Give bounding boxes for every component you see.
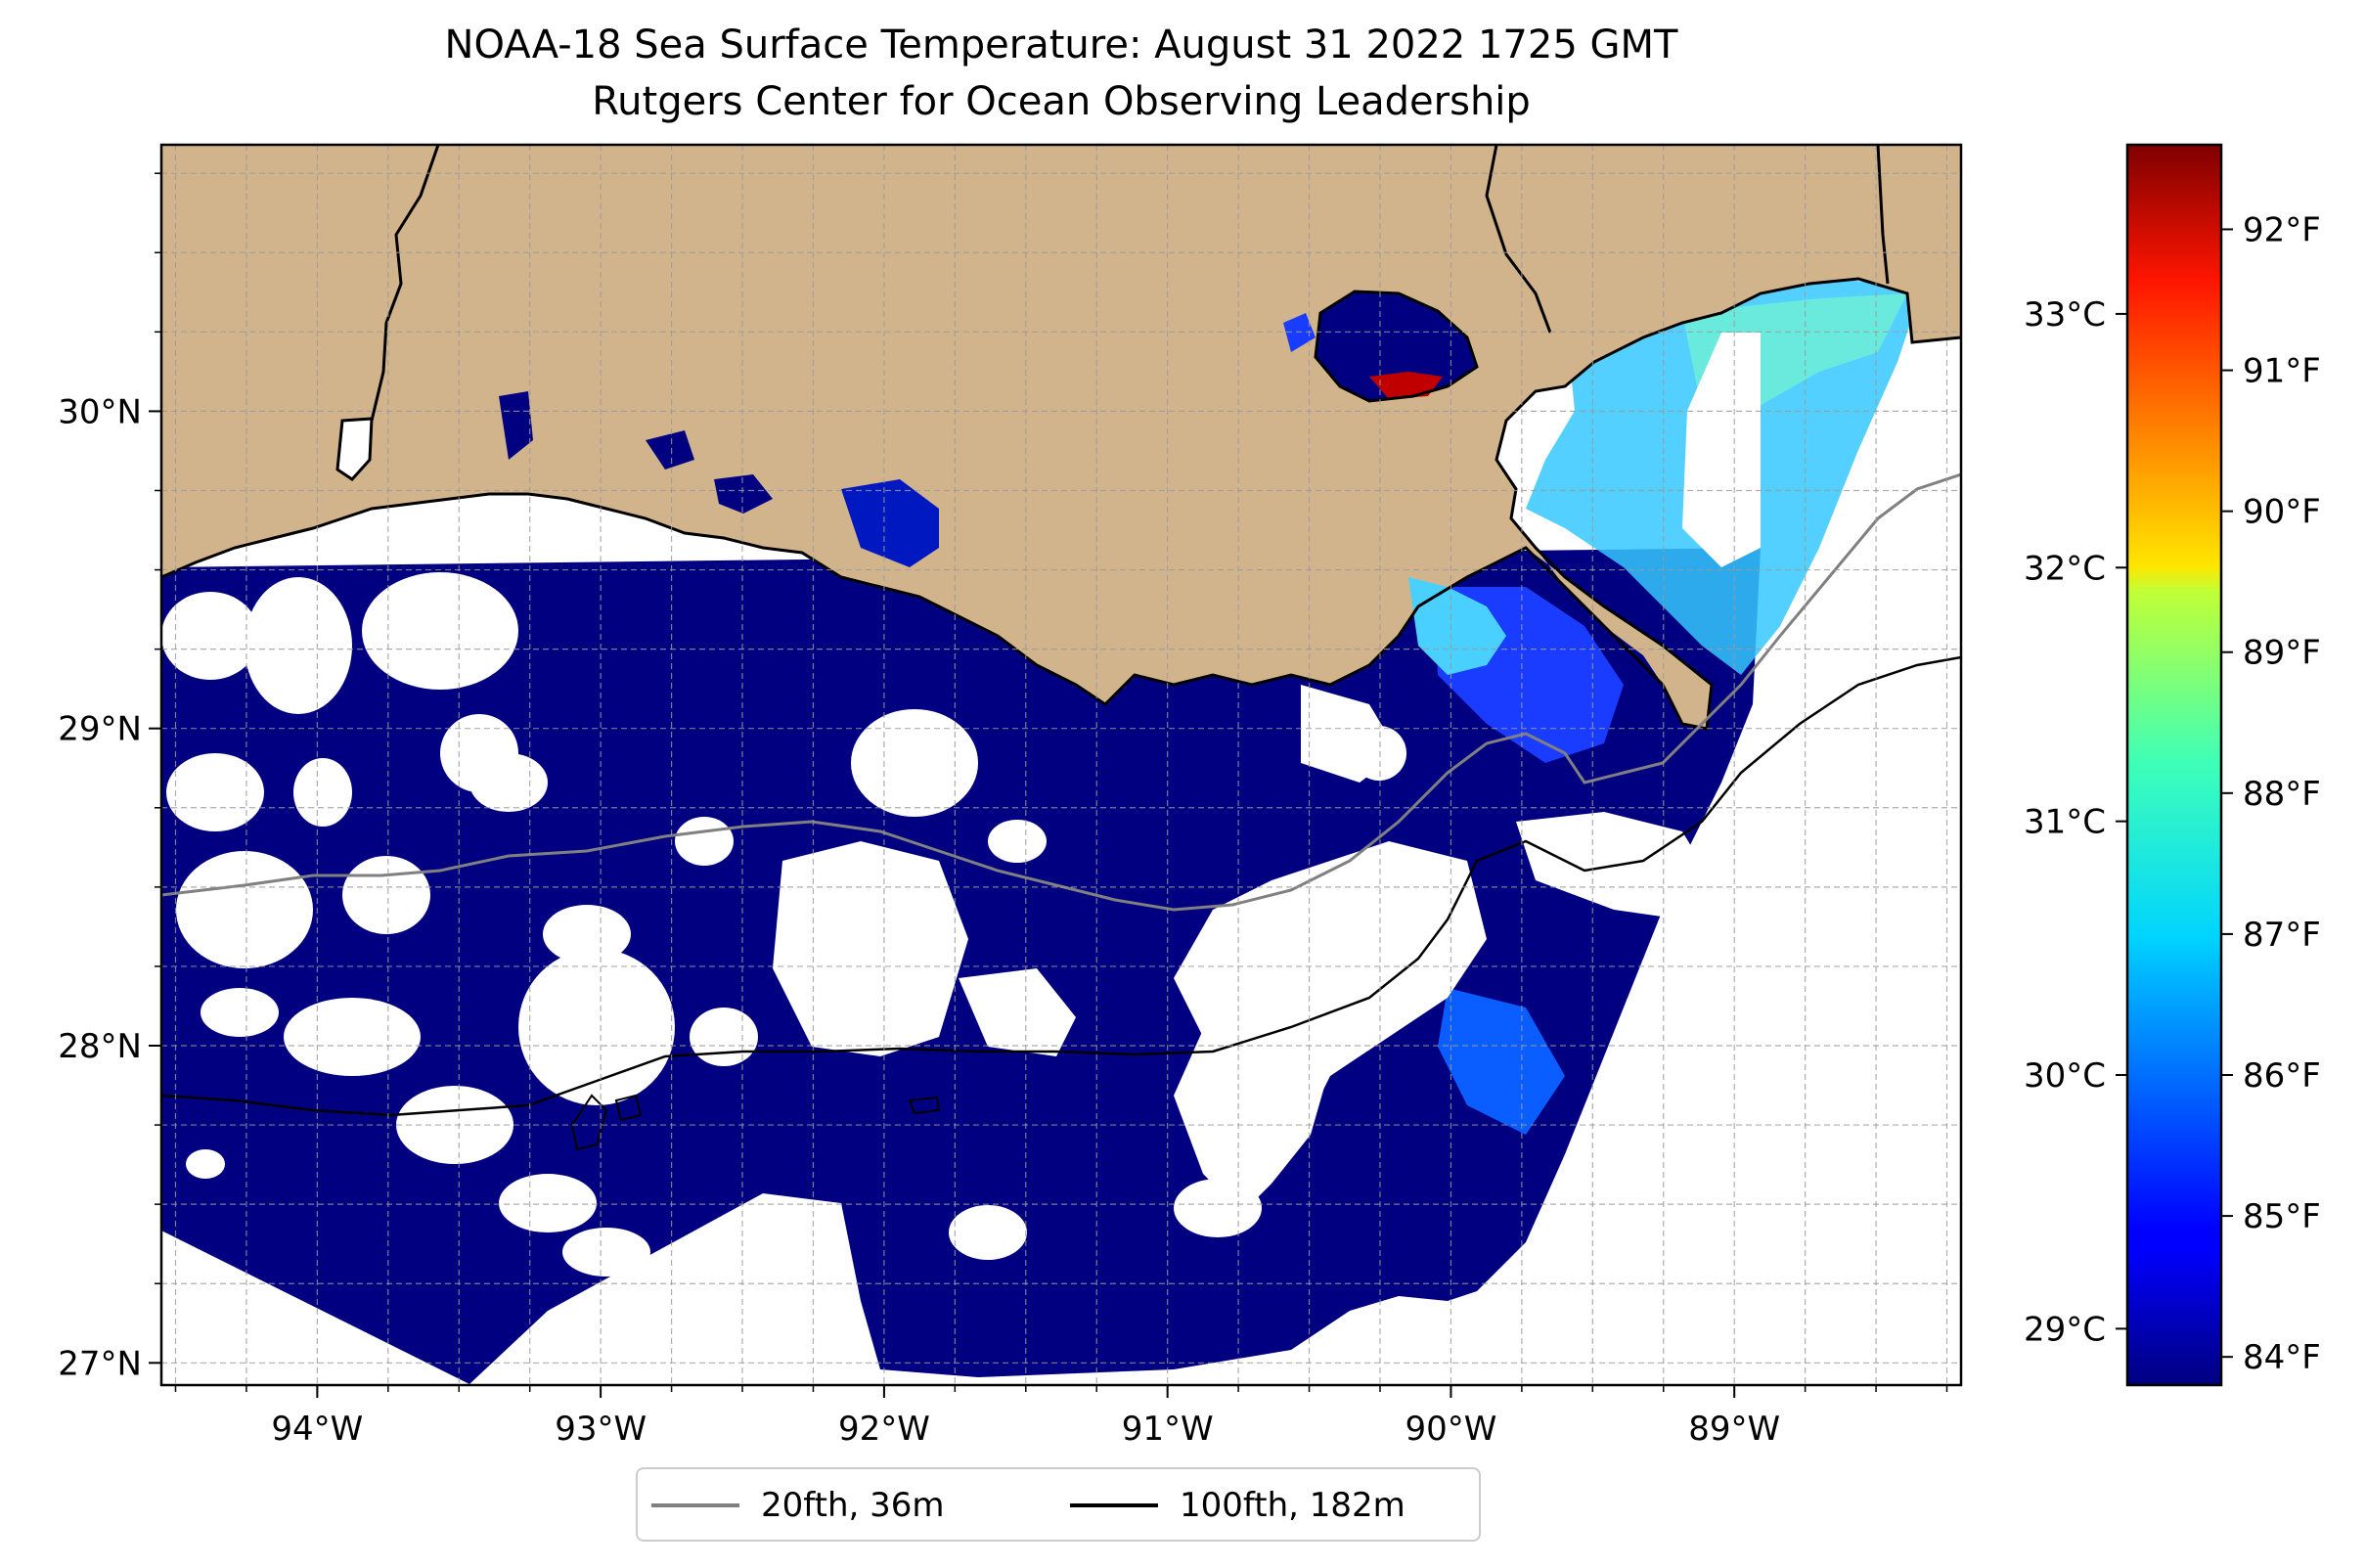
- colorbar-label-c: 30°C: [2024, 1056, 2106, 1096]
- legend-line-20fth: [651, 1503, 739, 1507]
- nearshore-warm-water: [1438, 988, 1565, 1135]
- lake-pontchartrain-shore: [1314, 290, 1479, 403]
- barataria-bay: [1408, 577, 1506, 675]
- map-gridlines: [161, 145, 1961, 1385]
- lon-tick-label: 91°W: [1122, 1410, 1214, 1449]
- map-frame: [159, 143, 1963, 1387]
- land-area: [161, 145, 1961, 729]
- lat-tick-label: 29°N: [58, 710, 142, 749]
- isobath-100fth: [614, 1094, 643, 1122]
- state-boundary: [1876, 145, 1890, 285]
- lon-tick-label: 89°W: [1688, 1410, 1780, 1449]
- lon-tick-label: 90°W: [1405, 1410, 1496, 1449]
- legend-label: 20fth, 36m: [761, 1486, 945, 1525]
- colorbar-label-f: 88°F: [2243, 775, 2321, 814]
- state-boundary: [370, 145, 440, 422]
- lake-pontchartrain: [1316, 291, 1477, 401]
- lat-tick-label: 30°N: [58, 392, 142, 431]
- calcasieu-shore: [335, 417, 374, 481]
- lon-tick-label: 92°W: [838, 1410, 930, 1449]
- lake-maurepas: [1283, 313, 1316, 352]
- colorbar-label-f: 91°F: [2243, 352, 2321, 391]
- colorbar-label-f: 87°F: [2243, 916, 2321, 955]
- bay-water: [714, 474, 773, 514]
- lon-tick-label: 94°W: [271, 1410, 363, 1449]
- colorbar-label-f: 85°F: [2243, 1197, 2321, 1236]
- colorbar-label-f: 86°F: [2243, 1056, 2321, 1096]
- bay-water: [841, 479, 939, 567]
- isobath-100fth: [161, 655, 1961, 1117]
- legend-label: 100fth, 182m: [1180, 1486, 1406, 1525]
- cloud-mask: [161, 333, 1761, 1277]
- legend-line-100fth: [1070, 1503, 1158, 1507]
- isobath-legend: 20fth, 36m 100fth, 182m: [636, 1467, 1481, 1542]
- colorbar-label-c: 31°C: [2024, 803, 2106, 842]
- lon-tick-label: 93°W: [555, 1410, 647, 1449]
- colorbar-label-c: 32°C: [2024, 549, 2106, 588]
- legend-item: 100fth, 182m: [1070, 1483, 1406, 1528]
- isobath-100fth: [570, 1094, 608, 1151]
- state-boundary: [1485, 145, 1552, 334]
- lat-tick-label: 28°N: [58, 1027, 142, 1066]
- coastline: [161, 277, 1961, 731]
- calcasieu-lake: [337, 419, 372, 479]
- bay-water: [499, 391, 533, 460]
- colorbar-scale: [2125, 143, 2223, 1387]
- map-axes: 94°W 93°W 92°W 91°W 90°W 89°W 30°N 29°N 28°N 27°N: [58, 172, 1948, 1449]
- isobath-20fth: [161, 472, 1961, 912]
- colorbar-ticks: 84°F 85°F 86°F 87°F 88°F 89°F 90°F 91°F 92°F 29°C…: [2024, 210, 2321, 1377]
- legend-item: 20fth, 36m: [651, 1483, 945, 1528]
- colorbar-label-f: 92°F: [2243, 210, 2321, 249]
- bay-water: [646, 430, 694, 470]
- map-subtitle: Rutgers Center for Ocean Observing Leade…: [592, 79, 1531, 124]
- colorbar-label-c: 33°C: [2024, 295, 2106, 335]
- colorbar-label-f: 89°F: [2243, 634, 2321, 673]
- colorbar-label-f: 84°F: [2243, 1338, 2321, 1377]
- map-title: NOAA-18 Sea Surface Temperature: August …: [444, 22, 1678, 67]
- colorbar-label-f: 90°F: [2243, 493, 2321, 532]
- isobath-100fth: [908, 1096, 941, 1115]
- map-panel: [161, 145, 1961, 1385]
- colorbar-label-c: 29°C: [2024, 1310, 2106, 1349]
- lat-tick-label: 27°N: [58, 1344, 142, 1383]
